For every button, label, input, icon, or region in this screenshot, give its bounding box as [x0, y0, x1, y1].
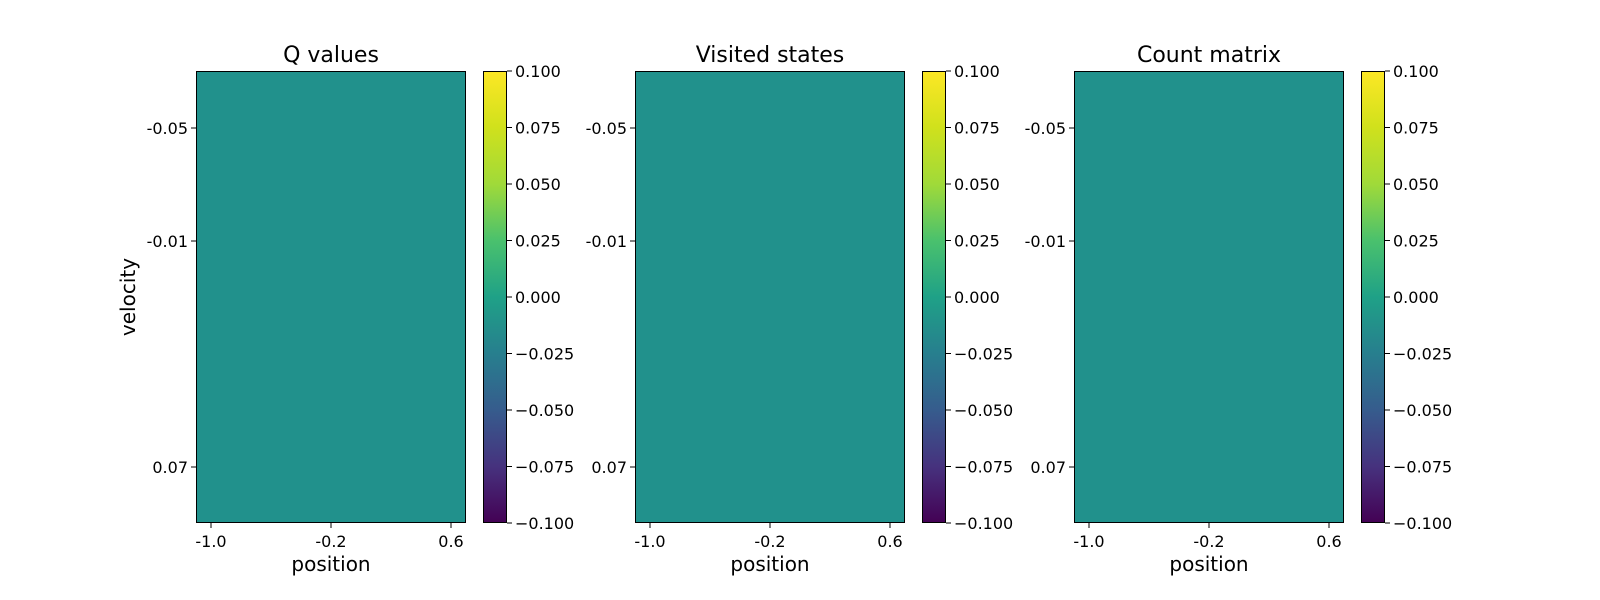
x-tick-label: -1.0	[1073, 532, 1104, 551]
colorbar-tick-label: −0.050	[1393, 401, 1452, 420]
colorbar-frame	[483, 71, 507, 523]
colorbar-frame	[922, 71, 946, 523]
colorbar-gradient	[1361, 71, 1385, 523]
y-tick-label: 0.07	[152, 458, 188, 477]
colorbar-tick-label: 0.075	[515, 119, 561, 138]
heatmap-cell	[1074, 71, 1344, 523]
colorbar-tick-label: 0.000	[515, 288, 561, 307]
plot-frame	[196, 71, 466, 523]
colorbar-tick-label: 0.000	[954, 288, 1000, 307]
x-tick-label: 0.6	[877, 532, 902, 551]
colorbar-tick-label: −0.025	[1393, 345, 1452, 364]
colorbar-tick-label: −0.075	[515, 458, 574, 477]
x-axis-label: position	[730, 552, 809, 576]
plot-frame	[1074, 71, 1344, 523]
colorbar-tick-label: 0.075	[954, 119, 1000, 138]
colorbar-tick-label: 0.100	[954, 62, 1000, 81]
colorbar-tick-label: 0.100	[515, 62, 561, 81]
x-tick-label: -1.0	[195, 532, 226, 551]
colorbar-tick-label: 0.075	[1393, 119, 1439, 138]
colorbar-tick-label: −0.025	[954, 345, 1013, 364]
heatmap-cell	[196, 71, 466, 523]
y-tick-label: -0.05	[586, 119, 627, 138]
colorbar-tick-label: −0.025	[515, 345, 574, 364]
heatmap-panel-1: Q values -1.0 -0.2 0.6 position -0.05 -0.01 0.0…	[116, 43, 574, 576]
x-tick-label: 0.6	[1316, 532, 1341, 551]
x-axis-label: position	[1169, 552, 1248, 576]
colorbar-tick-label: −0.100	[515, 514, 574, 533]
colorbar-tick-label: −0.050	[515, 401, 574, 420]
y-tick-label: -0.01	[1025, 232, 1066, 251]
x-axis-label: position	[291, 552, 370, 576]
y-tick-label: -0.01	[147, 232, 188, 251]
x-tick-label: -0.2	[315, 532, 346, 551]
x-tick-label: -0.2	[754, 532, 785, 551]
colorbar-tick-label: −0.075	[954, 458, 1013, 477]
colorbar-tick-label: 0.025	[954, 232, 1000, 251]
colorbar-tick-label: −0.075	[1393, 458, 1452, 477]
colorbar-tick-label: 0.050	[515, 175, 561, 194]
y-axis-label: velocity	[116, 258, 140, 336]
colorbar-tick-label: 0.000	[1393, 288, 1439, 307]
colorbar-frame	[1361, 71, 1385, 523]
heatmap-cell	[635, 71, 905, 523]
colorbar-tick-label: 0.025	[515, 232, 561, 251]
y-tick-label: 0.07	[591, 458, 627, 477]
chart-title: Visited states	[696, 43, 845, 68]
colorbar-tick-label: 0.100	[1393, 62, 1439, 81]
colorbar-tick-label: 0.050	[954, 175, 1000, 194]
chart-title: Q values	[283, 43, 379, 68]
heatmap-panel-3: Count matrix -1.0 -0.2 0.6 position -0.05 -0.0…	[1025, 43, 1453, 576]
colorbar-tick-label: 0.050	[1393, 175, 1439, 194]
x-tick-label: 0.6	[438, 532, 463, 551]
y-tick-label: -0.05	[147, 119, 188, 138]
x-tick-label: -0.2	[1193, 532, 1224, 551]
y-tick-label: -0.05	[1025, 119, 1066, 138]
y-tick-label: -0.01	[586, 232, 627, 251]
colorbar-gradient	[483, 71, 507, 523]
y-tick-label: 0.07	[1030, 458, 1066, 477]
colorbar-gradient	[922, 71, 946, 523]
colorbar-tick-label: −0.050	[954, 401, 1013, 420]
heatmap-panel-2: Visited states -1.0 -0.2 0.6 position -0.05 -0…	[586, 43, 1014, 576]
colorbar-tick-label: 0.025	[1393, 232, 1439, 251]
colorbar-tick-label: −0.100	[1393, 514, 1452, 533]
chart-title: Count matrix	[1137, 43, 1281, 68]
colorbar-tick-label: −0.100	[954, 514, 1013, 533]
plot-frame	[635, 71, 905, 523]
x-tick-label: -1.0	[634, 532, 665, 551]
